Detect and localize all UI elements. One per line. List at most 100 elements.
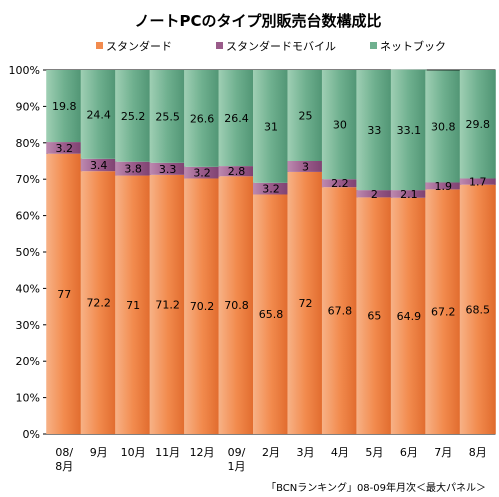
x-tick-label: 09/ xyxy=(228,446,246,459)
data-label: 77 xyxy=(57,288,71,301)
bar-segment xyxy=(459,184,496,434)
data-label: 64.9 xyxy=(397,310,422,323)
data-label: 3.3 xyxy=(159,163,177,176)
bar-segment xyxy=(149,174,186,434)
y-tick-label: 50% xyxy=(16,246,40,259)
data-label: 67.8 xyxy=(328,305,353,318)
y-tick-label: 30% xyxy=(16,319,40,332)
data-label: 3.8 xyxy=(124,163,142,176)
bar-segment xyxy=(115,175,152,434)
legend: スタンダード スタンダードモバイル ネットブック xyxy=(96,39,446,53)
data-label: 25 xyxy=(298,110,312,123)
data-label: 33.1 xyxy=(397,124,422,137)
source-note: 「BCNランキング」08-09年月次＜最大パネル＞ xyxy=(266,481,486,494)
bar-segment xyxy=(218,176,255,434)
bar-segment xyxy=(149,70,186,163)
x-tick-label: 8月 xyxy=(469,446,487,459)
data-label: 3.2 xyxy=(55,142,73,155)
legend-label: ネットブック xyxy=(380,39,446,53)
data-label: 2.1 xyxy=(400,188,418,201)
data-label: 71 xyxy=(126,299,140,312)
bar-segment xyxy=(184,178,221,434)
legend-label: スタンダード xyxy=(106,39,172,53)
y-tick-label: 80% xyxy=(16,137,40,150)
legend-label: スタンダードモバイル xyxy=(226,39,336,53)
bar-segment xyxy=(459,178,496,185)
data-label: 26.6 xyxy=(190,112,215,125)
bar-segment xyxy=(46,142,83,154)
legend-swatch xyxy=(216,42,223,49)
data-label: 31 xyxy=(264,120,278,133)
bar-segment xyxy=(287,161,324,172)
bar-segment xyxy=(425,70,462,183)
bar-segment xyxy=(459,70,496,179)
y-tick-label: 70% xyxy=(16,173,40,186)
bar-segment xyxy=(80,158,117,172)
data-label: 70.8 xyxy=(224,299,249,312)
bar-segment xyxy=(287,70,324,161)
x-tick-label: 08/ xyxy=(55,446,73,459)
x-tick-label: 9月 xyxy=(90,446,108,459)
data-labels: 77 3.2 19.8 72.2 3.4 24.4 71 3.8 25.2 71.2 3.3 25.5… xyxy=(52,100,490,323)
bar-segment xyxy=(390,69,427,191)
bar-segment xyxy=(253,182,289,195)
bar-segment xyxy=(287,171,324,435)
bar-segment xyxy=(356,190,393,198)
bar-segment xyxy=(253,70,289,183)
data-label: 30.8 xyxy=(431,120,456,133)
x-tick-label: 12月 xyxy=(190,446,215,459)
x-tick-label: 10月 xyxy=(121,446,146,459)
x-tick-label: 4月 xyxy=(331,446,349,459)
data-label: 67.2 xyxy=(431,306,456,319)
bar-segment xyxy=(115,70,152,162)
data-label: 65.8 xyxy=(259,308,284,321)
data-label: 25.5 xyxy=(155,110,180,123)
bar-segment xyxy=(80,70,117,159)
y-tick-label: 90% xyxy=(16,100,40,113)
data-label: 19.8 xyxy=(52,100,77,113)
legend-swatch xyxy=(370,42,377,49)
data-label: 3.2 xyxy=(262,183,280,196)
data-label: 29.8 xyxy=(466,118,491,131)
data-label: 65 xyxy=(367,310,381,323)
x-tick-label: 6月 xyxy=(400,446,418,459)
data-label: 71.2 xyxy=(155,298,180,311)
bar-segment xyxy=(321,187,358,434)
bar-segment xyxy=(253,194,289,434)
x-tick-label: 3月 xyxy=(296,446,314,459)
bar-segment xyxy=(184,166,221,179)
data-label: 2.2 xyxy=(331,177,349,190)
bar-segment xyxy=(218,70,255,167)
data-label: 3.2 xyxy=(193,167,211,180)
y-tick-label: 100% xyxy=(9,64,40,77)
bar-segment xyxy=(321,70,358,180)
y-tick-label: 60% xyxy=(16,210,40,223)
data-label: 1.9 xyxy=(435,180,453,193)
x-tick-label: 7月 xyxy=(434,446,452,459)
y-tick-label: 10% xyxy=(16,392,40,405)
bar-segment xyxy=(184,70,221,167)
bar-segment xyxy=(425,189,462,434)
data-label: 30 xyxy=(333,119,347,132)
x-tick-label: 11月 xyxy=(155,446,180,459)
chart-title: ノートPCのタイプ別販売台数構成比 xyxy=(134,12,381,30)
data-label: 26.4 xyxy=(224,112,249,125)
data-label: 2.8 xyxy=(228,165,246,178)
data-label: 70.2 xyxy=(190,300,215,313)
bar-segment xyxy=(46,153,83,434)
x-tick-label: 5月 xyxy=(365,446,383,459)
y-tick-label: 20% xyxy=(16,355,40,368)
data-label: 2 xyxy=(371,188,378,201)
bar-segment xyxy=(80,171,117,434)
bar-segment xyxy=(390,197,427,434)
bar-segment xyxy=(390,190,427,198)
data-label: 3.4 xyxy=(90,159,108,172)
bar-segment xyxy=(321,179,358,188)
y-tick-label: 40% xyxy=(16,282,40,295)
data-label: 3 xyxy=(302,160,309,173)
data-label: 33 xyxy=(367,124,381,137)
y-tick-label: 0% xyxy=(23,428,40,441)
bar-segment xyxy=(46,70,83,143)
